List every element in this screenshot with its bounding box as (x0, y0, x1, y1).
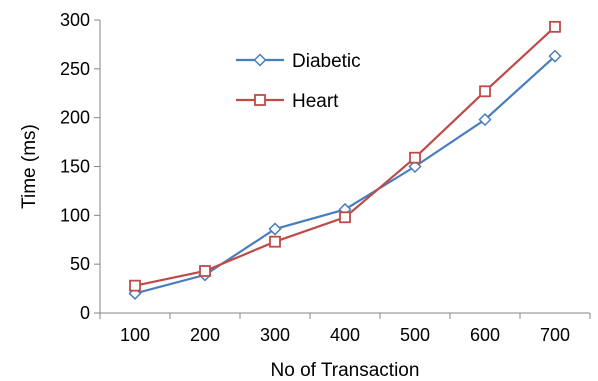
legend-item-heart: Heart (236, 91, 339, 112)
legend-marker-heart (254, 94, 266, 106)
x-tick-label: 200 (190, 325, 220, 345)
y-tick-label: 0 (80, 303, 90, 323)
y-axis-title: Time (ms) (19, 124, 40, 209)
y-tick-label: 300 (60, 10, 90, 30)
data-point-heart (479, 85, 491, 98)
data-point-diabetic (478, 113, 492, 127)
data-point-heart (199, 265, 211, 277)
x-tick-label: 500 (400, 325, 430, 345)
series-line-diabetic (134, 55, 556, 295)
legend: Diabetic Heart (236, 51, 361, 112)
data-point-diabetic (268, 222, 282, 236)
data-point-heart (129, 279, 141, 292)
y-tick-label: 150 (60, 157, 90, 177)
legend-label-heart: Heart (292, 91, 339, 112)
axes: 0 50 100 150 200 250 300 100 200 300 400 500 600 700 (60, 10, 591, 345)
x-tick-label: 100 (120, 325, 150, 345)
data-point-heart (549, 20, 561, 33)
series-diabetic (128, 49, 562, 301)
x-tick-label: 700 (540, 325, 570, 345)
x-tick-label: 400 (330, 325, 360, 345)
y-tick-label: 200 (60, 108, 90, 128)
y-tick-label: 50 (70, 254, 90, 274)
x-tick-label: 600 (470, 325, 500, 345)
series-layer (128, 20, 562, 301)
legend-item-diabetic: Diabetic (236, 51, 361, 72)
legend-label-diabetic: Diabetic (292, 51, 361, 72)
x-axis-title: No of Transaction (271, 360, 420, 381)
x-tick-label: 300 (260, 325, 290, 345)
data-point-heart (339, 211, 351, 224)
series-heart (129, 20, 561, 292)
y-tick-label: 250 (60, 59, 90, 79)
data-point-diabetic (408, 159, 422, 174)
data-point-heart (409, 151, 421, 164)
data-point-diabetic (548, 49, 562, 63)
legend-marker-diabetic (253, 53, 267, 67)
data-point-heart (269, 235, 281, 248)
y-tick-label: 100 (60, 205, 90, 225)
